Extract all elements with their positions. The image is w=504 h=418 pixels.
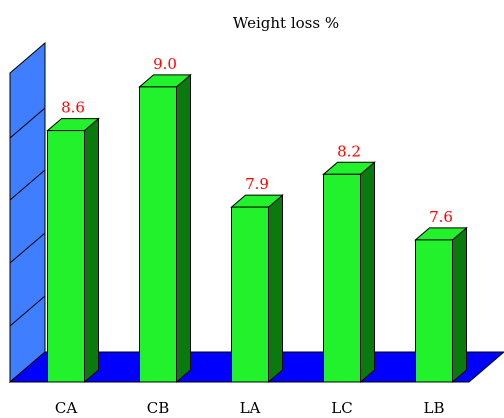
bar-LA [230, 194, 284, 384]
value-label-CB: 9.0 [153, 55, 177, 73]
x-tick-label-LC: LC [331, 399, 352, 417]
wall-tick-0 [9, 107, 46, 139]
bar-LB [414, 226, 468, 384]
bar-side-face [268, 194, 283, 384]
bar-CB [138, 73, 192, 384]
bar-LC [322, 161, 376, 384]
value-label-LC: 8.2 [337, 142, 361, 160]
bar-side-face [176, 73, 191, 384]
bar-front-face [231, 206, 269, 383]
wall-tick-1 [9, 169, 46, 201]
value-label-LB: 7.6 [429, 208, 453, 226]
bar-CA [46, 117, 100, 384]
x-tick-label-CA: CA [55, 399, 77, 417]
wall-tick-3 [9, 295, 46, 327]
bar-front-face [47, 130, 85, 383]
bar-front-face [415, 239, 453, 383]
wall-tick-2 [9, 232, 46, 264]
value-label-CA: 8.6 [61, 99, 85, 117]
bar-front-face [323, 173, 361, 383]
x-tick-label-LA: LA [240, 399, 261, 417]
chart-back-wall [9, 41, 46, 384]
chart-title: Weight loss % [233, 14, 339, 32]
x-tick-label-CB: CB [147, 399, 170, 417]
bar-front-face [139, 86, 177, 383]
wall-tick-marks [9, 107, 46, 327]
bar-side-face [452, 226, 467, 384]
bar-side-face [84, 117, 99, 384]
x-tick-label-LB: LB [424, 399, 445, 417]
bar-side-face [360, 161, 375, 384]
x-axis-tick-labels: CA CB LA LC LB [55, 399, 445, 417]
value-label-LA: 7.9 [245, 175, 269, 193]
bar-series [46, 73, 468, 384]
value-labels: 8.6 9.0 7.9 8.2 7.6 [61, 55, 453, 226]
